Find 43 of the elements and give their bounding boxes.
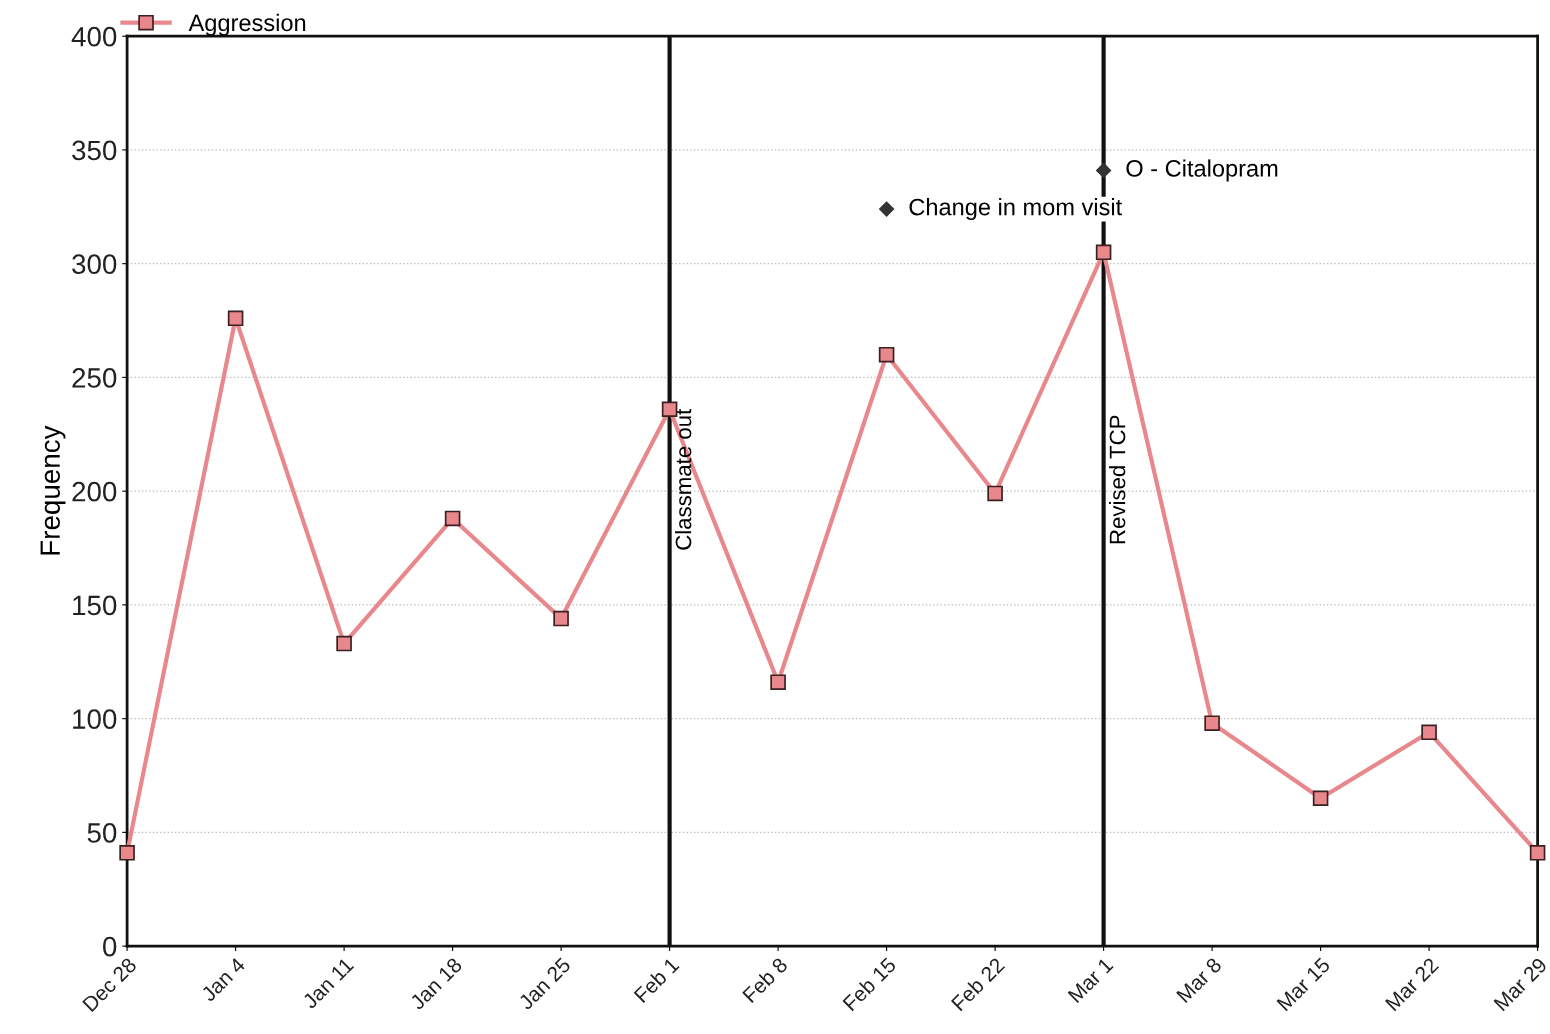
- point: [1529, 845, 1546, 861]
- x-tick-label: Jan 18: [408, 956, 463, 1011]
- point: [770, 674, 786, 691]
- x-tick-label: Feb 1: [633, 956, 680, 1004]
- point: [553, 610, 569, 627]
- x-tick-label: Mar 22: [1384, 956, 1440, 1012]
- x-tick-label: Mar 15: [1276, 956, 1331, 1012]
- x-tick-label: Jan 25: [517, 956, 572, 1011]
- ref-line-label: Classmate out: [675, 408, 692, 550]
- point: [1095, 244, 1112, 261]
- annotation: Change in mom visit: [909, 198, 1123, 221]
- point: [1204, 715, 1220, 731]
- x-tick-label: Mar 1: [1067, 957, 1114, 1004]
- y-tick-label: 150: [73, 595, 117, 616]
- x-tick-label: Dec 28: [82, 956, 138, 1013]
- x-tick-label: Feb 22: [950, 956, 1006, 1012]
- y-tick-label: 350: [72, 140, 117, 161]
- point: [336, 635, 352, 652]
- point: [227, 310, 244, 327]
- x-tick-label: Mar 29: [1493, 956, 1548, 1012]
- y-tick-label: 0: [103, 936, 117, 957]
- y-tick-label: 50: [87, 823, 117, 843]
- x-tick-label: Feb 8: [741, 956, 789, 1004]
- point: [987, 485, 1003, 502]
- y-tick-label: 250: [72, 368, 117, 388]
- legend-label: Aggression: [188, 13, 306, 36]
- y-axis-title: Frequency: [40, 425, 66, 555]
- y-tick-label: 100: [73, 709, 117, 729]
- point: [1421, 724, 1437, 741]
- annotation: O - Citalopram: [1126, 159, 1278, 182]
- point: [444, 510, 461, 527]
- y-tick-label: 300: [72, 254, 117, 275]
- point: [1312, 790, 1329, 807]
- point: [661, 401, 678, 418]
- point: [119, 845, 135, 861]
- point: [878, 346, 895, 363]
- y-tick-label: 200: [72, 481, 117, 502]
- x-tick-label: Feb 15: [841, 956, 897, 1012]
- x-tick-label: Mar 8: [1176, 956, 1223, 1004]
- y-tick-label: 400: [71, 26, 117, 47]
- ref-line-label: Revised TCP: [1109, 415, 1126, 544]
- x-tick-label: Jan 11: [301, 957, 355, 1010]
- x-tick-label: Jan 4: [200, 956, 246, 1003]
